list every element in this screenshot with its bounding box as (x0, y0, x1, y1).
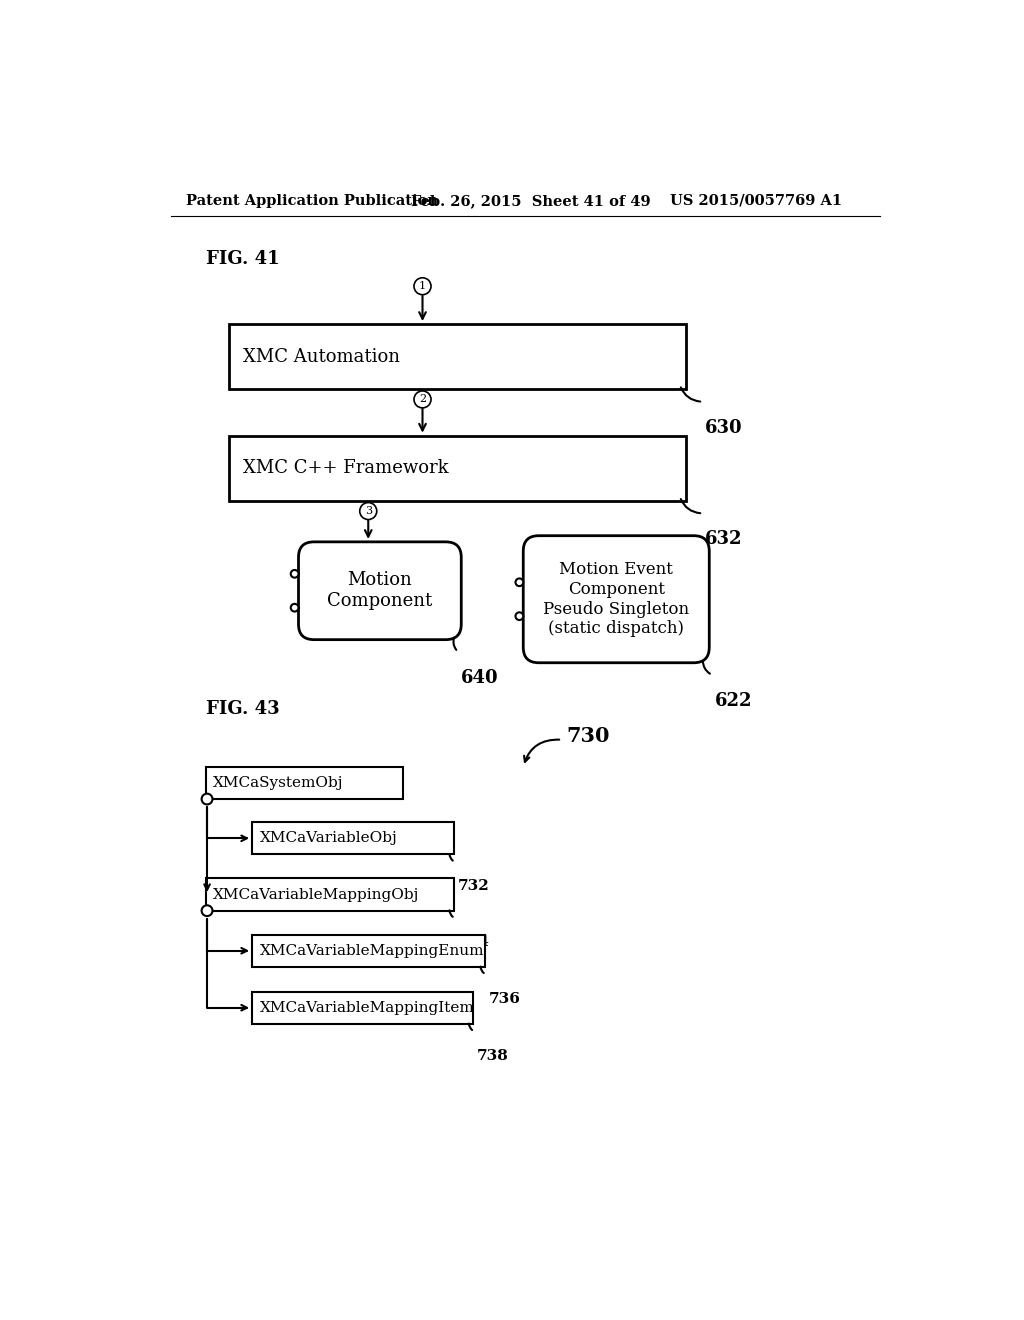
Text: Patent Application Publication: Patent Application Publication (186, 194, 438, 207)
Text: XMC C++ Framework: XMC C++ Framework (243, 459, 449, 478)
FancyBboxPatch shape (299, 543, 461, 640)
FancyBboxPatch shape (206, 878, 454, 911)
FancyBboxPatch shape (523, 536, 710, 663)
Circle shape (202, 793, 212, 804)
Circle shape (202, 906, 212, 916)
FancyBboxPatch shape (252, 991, 473, 1024)
Text: 730: 730 (566, 726, 609, 746)
Text: 734: 734 (458, 936, 489, 949)
FancyBboxPatch shape (228, 323, 686, 389)
Text: 2: 2 (419, 395, 426, 404)
Text: XMCaVariableMappingItem: XMCaVariableMappingItem (260, 1001, 474, 1015)
Text: XMC Automation: XMC Automation (243, 347, 399, 366)
FancyBboxPatch shape (228, 436, 686, 502)
Text: XMCaVariableMappingEnum: XMCaVariableMappingEnum (260, 944, 484, 958)
Text: 632: 632 (706, 531, 742, 548)
Text: 3: 3 (365, 506, 372, 516)
Text: US 2015/0057769 A1: US 2015/0057769 A1 (671, 194, 843, 207)
Text: 630: 630 (706, 418, 743, 437)
Circle shape (359, 503, 377, 520)
Text: Feb. 26, 2015  Sheet 41 of 49: Feb. 26, 2015 Sheet 41 of 49 (411, 194, 650, 207)
Text: 732: 732 (458, 879, 489, 894)
Circle shape (414, 277, 431, 294)
Text: 736: 736 (488, 991, 520, 1006)
Text: Motion
Component: Motion Component (328, 572, 432, 610)
Circle shape (291, 603, 299, 611)
Text: XMCaSystemObj: XMCaSystemObj (213, 776, 344, 789)
Circle shape (414, 391, 431, 408)
Text: FIG. 41: FIG. 41 (206, 249, 280, 268)
Circle shape (515, 578, 523, 586)
FancyBboxPatch shape (206, 767, 403, 799)
Text: 640: 640 (461, 669, 498, 686)
Circle shape (291, 570, 299, 578)
Text: 1: 1 (419, 281, 426, 292)
Text: FIG. 43: FIG. 43 (206, 700, 280, 718)
Circle shape (515, 612, 523, 620)
Text: Motion Event
Component
Pseudo Singleton
(static dispatch): Motion Event Component Pseudo Singleton … (543, 561, 689, 638)
Text: 622: 622 (715, 692, 753, 710)
FancyBboxPatch shape (252, 935, 484, 966)
FancyBboxPatch shape (252, 822, 454, 854)
Text: XMCaVariableObj: XMCaVariableObj (260, 832, 397, 845)
Text: XMCaVariableMappingObj: XMCaVariableMappingObj (213, 887, 420, 902)
Text: 738: 738 (477, 1048, 509, 1063)
